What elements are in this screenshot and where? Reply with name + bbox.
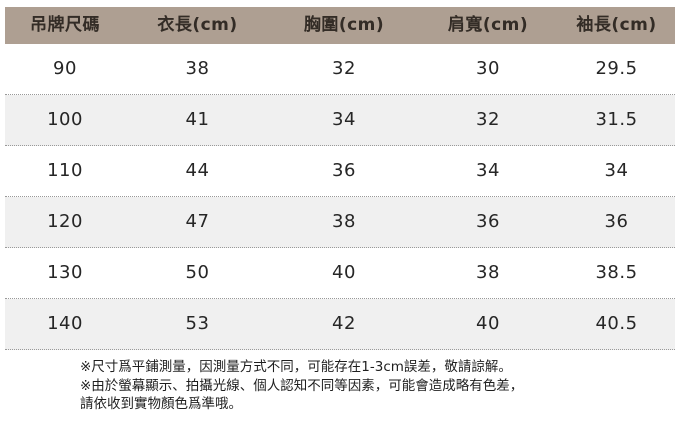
- cell-shoulder-width: 30: [476, 58, 500, 79]
- cell-garment-length: 47: [185, 211, 210, 232]
- cell-tag-size: 140: [47, 313, 83, 334]
- cell-shoulder-width: 38: [476, 262, 500, 283]
- size-chart-header-row: 吊牌尺碼 衣長(cm) 胸圍(cm) 肩寬(cm) 袖長(cm): [5, 7, 675, 44]
- cell-shoulder-width: 32: [476, 109, 500, 130]
- cell-chest: 34: [332, 109, 356, 130]
- column-header-tag-size: 吊牌尺碼: [30, 15, 100, 35]
- note-color-difference: ※由於螢幕顯示、拍攝光線、個人認知不同等因素，可能會造成略有色差，: [80, 377, 524, 394]
- column-header-chest: 胸圍(cm): [303, 15, 385, 35]
- size-chart-body: 90 38 32 30 29.5 100 41 34 32 31.5 110 4…: [5, 44, 675, 350]
- cell-garment-length: 41: [185, 109, 210, 130]
- cell-garment-length: 44: [185, 160, 210, 181]
- size-chart-table: 吊牌尺碼 衣長(cm) 胸圍(cm) 肩寬(cm) 袖長(cm) 90 38 3…: [5, 7, 675, 350]
- cell-chest: 42: [332, 313, 356, 334]
- cell-shoulder-width: 34: [476, 160, 500, 181]
- note-measurement-tolerance: ※尺寸爲平鋪測量，因測量方式不同，可能存在1-3cm誤差，敬請諒解。: [80, 359, 512, 375]
- table-row-size-130: 130 50 40 38 38.5: [5, 248, 675, 299]
- table-row-size-140: 140 53 42 40 40.5: [5, 299, 675, 350]
- cell-garment-length: 38: [185, 58, 210, 79]
- column-header-sleeve-length: 袖長(cm): [576, 15, 657, 35]
- cell-sleeve-length: 29.5: [595, 58, 638, 79]
- cell-tag-size: 120: [47, 211, 83, 232]
- table-row-size-100: 100 41 34 32 31.5: [5, 95, 675, 146]
- measurement-notes: ※尺寸爲平鋪測量，因測量方式不同，可能存在1-3cm誤差，敬請諒解。 ※由於螢幕…: [80, 358, 660, 414]
- cell-tag-size: 100: [47, 109, 83, 130]
- cell-tag-size: 130: [47, 262, 83, 283]
- cell-sleeve-length: 34: [604, 160, 629, 181]
- cell-shoulder-width: 40: [476, 313, 500, 334]
- note-color-difference-cont: 請依收到實物顏色爲準哦。: [80, 396, 242, 412]
- table-row-size-90: 90 38 32 30 29.5: [5, 44, 675, 95]
- cell-tag-size: 110: [47, 160, 83, 181]
- cell-chest: 40: [332, 262, 356, 283]
- cell-chest: 32: [332, 58, 356, 79]
- cell-shoulder-width: 36: [476, 211, 500, 232]
- cell-chest: 36: [332, 160, 356, 181]
- column-header-garment-length: 衣長(cm): [157, 15, 238, 35]
- cell-garment-length: 50: [185, 262, 210, 283]
- cell-sleeve-length: 31.5: [595, 109, 638, 130]
- cell-sleeve-length: 38.5: [595, 262, 638, 283]
- cell-tag-size: 90: [53, 58, 77, 79]
- table-row-size-120: 120 47 38 36 36: [5, 197, 675, 248]
- cell-sleeve-length: 36: [604, 211, 629, 232]
- cell-chest: 38: [332, 211, 356, 232]
- cell-sleeve-length: 40.5: [595, 313, 638, 334]
- column-header-shoulder-width: 肩寬(cm): [447, 15, 529, 35]
- cell-garment-length: 53: [185, 313, 210, 334]
- table-row-size-110: 110 44 36 34 34: [5, 146, 675, 197]
